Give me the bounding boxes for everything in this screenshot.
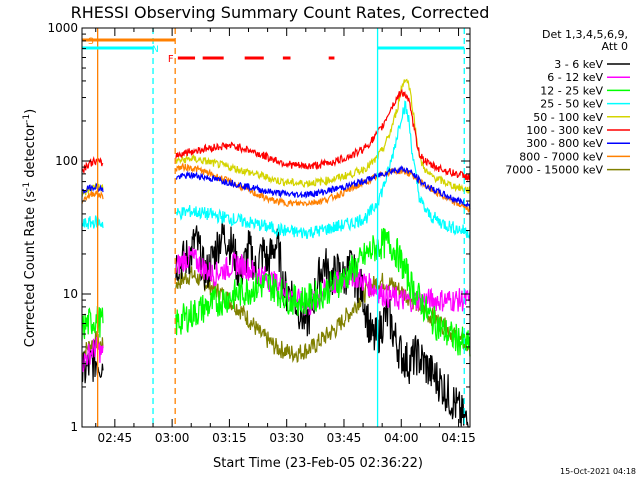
flare-flag-label: F	[168, 54, 174, 65]
x-axis-label: Start Time (23-Feb-05 02:36:22)	[213, 456, 423, 471]
x-tick-label-0300: 03:00	[155, 431, 190, 445]
series-line-300-800-pre	[81, 182, 104, 195]
y-axis-label: Corrected Count Rate (s-1 detector-1)	[22, 109, 38, 347]
y-tick-label-1: 1	[70, 420, 78, 434]
series-line-12-25-main	[175, 227, 471, 357]
legend-label-100-300: 100 - 300 keV	[526, 124, 603, 137]
plot-area: S NF	[81, 28, 471, 428]
legend-label-800-7000: 800 - 7000 keV	[519, 150, 603, 163]
y-tick-label-10: 10	[63, 287, 78, 301]
plot-frame	[81, 27, 471, 428]
y-axis-label-main: Corrected Count Rate (s	[23, 191, 38, 348]
flag-label-N: N	[152, 45, 159, 55]
series-line-300-800-main	[175, 165, 471, 210]
x-tick-label-0315: 03:15	[212, 431, 247, 445]
chart-title: RHESSI Observing Summary Count Rates, Co…	[71, 3, 490, 22]
x-tick-label-0345: 03:45	[327, 431, 362, 445]
series-line-25-50-pre	[81, 215, 104, 230]
legend-label-3-6: 3 - 6 keV	[554, 58, 603, 71]
x-tick-label-0330: 03:30	[269, 431, 304, 445]
x-tick-label-0415: 04:15	[441, 431, 476, 445]
series-line-3-6-main	[175, 217, 470, 428]
series-line-12-25-pre	[81, 305, 104, 341]
x-tick-label-0400: 04:00	[384, 431, 419, 445]
series-line-6-12-pre	[81, 336, 104, 373]
x-tick-label-0245: 02:45	[98, 431, 133, 445]
y-axis-label-exponent: -1	[22, 182, 32, 191]
series-line-3-6-pre	[81, 340, 104, 384]
footer-timestamp: 15-Oct-2021 04:18	[560, 467, 636, 476]
flag-label-S: S	[88, 37, 94, 47]
legend-title-line2: Att 0	[602, 40, 628, 53]
axis-ticks: 1 10 100 1000 02:45 03:00 03:15 03:30 03:45 04:00…	[47, 21, 475, 445]
y-axis-label-exponent-2: -1	[22, 114, 32, 123]
y-tick-label-1000: 1000	[47, 21, 78, 35]
series-line-50-100-main	[175, 78, 471, 194]
y-axis-label-close: )	[23, 109, 38, 114]
legend-label-300-800: 300 - 800 keV	[526, 137, 603, 150]
legend-title-line1: Det 1,3,4,5,6,9,	[542, 28, 628, 41]
y-tick-label-100: 100	[55, 154, 78, 168]
legend-label-7000-15000: 7000 - 15000 keV	[505, 164, 603, 177]
legend-label-12-25: 12 - 25 keV	[540, 84, 603, 97]
series-line-800-7000-pre	[81, 190, 104, 204]
series-line-100-300-main	[175, 88, 471, 181]
legend-label-6-12: 6 - 12 keV	[547, 71, 603, 84]
series-line-25-50-main	[175, 100, 471, 239]
series-line-100-300-pre	[81, 156, 104, 175]
legend-label-25-50: 25 - 50 keV	[540, 98, 603, 111]
y-axis-label-tail: detector	[23, 122, 38, 182]
legend-label-50-100: 50 - 100 keV	[533, 111, 603, 124]
